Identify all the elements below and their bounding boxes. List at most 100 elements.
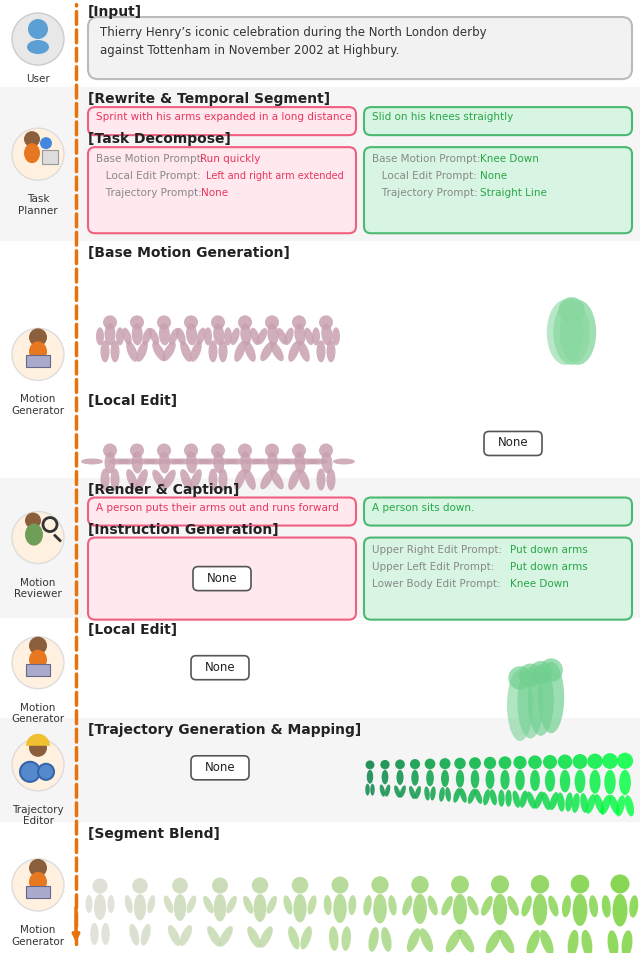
Ellipse shape — [101, 923, 110, 945]
Circle shape — [425, 759, 435, 769]
Ellipse shape — [230, 329, 240, 346]
FancyBboxPatch shape — [191, 756, 249, 780]
Ellipse shape — [541, 792, 550, 810]
FancyBboxPatch shape — [364, 148, 632, 234]
Circle shape — [499, 757, 511, 769]
Wedge shape — [26, 734, 50, 746]
FancyBboxPatch shape — [193, 567, 251, 591]
Ellipse shape — [294, 452, 305, 474]
Circle shape — [184, 316, 198, 330]
Text: Trajectory Prompt:: Trajectory Prompt: — [372, 188, 481, 198]
Ellipse shape — [268, 452, 278, 474]
Ellipse shape — [288, 341, 300, 362]
Ellipse shape — [147, 895, 155, 913]
Ellipse shape — [595, 794, 604, 814]
Ellipse shape — [513, 791, 520, 808]
Ellipse shape — [288, 926, 300, 949]
Circle shape — [211, 444, 225, 458]
Ellipse shape — [111, 341, 120, 363]
Ellipse shape — [108, 895, 115, 913]
Ellipse shape — [227, 896, 237, 913]
Ellipse shape — [321, 324, 332, 346]
FancyBboxPatch shape — [88, 18, 632, 80]
FancyBboxPatch shape — [88, 498, 356, 526]
Ellipse shape — [625, 796, 634, 817]
Ellipse shape — [186, 324, 197, 346]
Ellipse shape — [321, 452, 332, 474]
Ellipse shape — [415, 786, 421, 800]
Text: [Rewrite & Temporal Segment]: [Rewrite & Temporal Segment] — [88, 92, 330, 106]
Circle shape — [172, 878, 188, 894]
Ellipse shape — [104, 324, 115, 346]
Ellipse shape — [470, 770, 479, 788]
Ellipse shape — [203, 896, 214, 913]
Circle shape — [573, 754, 588, 769]
Circle shape — [571, 875, 589, 894]
Bar — [26, 356, 50, 368]
Ellipse shape — [481, 896, 493, 916]
Ellipse shape — [413, 894, 427, 924]
Text: None: None — [498, 436, 528, 449]
Ellipse shape — [365, 784, 370, 796]
Ellipse shape — [534, 792, 543, 809]
Text: [Local Edit]: [Local Edit] — [88, 394, 177, 408]
Ellipse shape — [486, 930, 501, 953]
Bar — [26, 886, 50, 898]
Ellipse shape — [500, 770, 509, 790]
Ellipse shape — [180, 470, 192, 491]
Ellipse shape — [257, 329, 268, 345]
Ellipse shape — [268, 324, 278, 346]
Circle shape — [451, 876, 469, 894]
Ellipse shape — [554, 300, 589, 366]
Circle shape — [28, 20, 48, 40]
Circle shape — [157, 316, 171, 330]
Ellipse shape — [332, 328, 340, 346]
Ellipse shape — [538, 662, 564, 734]
Text: None: None — [205, 660, 236, 673]
Ellipse shape — [367, 770, 373, 784]
Ellipse shape — [29, 650, 47, 670]
Ellipse shape — [568, 930, 579, 953]
Ellipse shape — [171, 459, 193, 465]
Ellipse shape — [159, 324, 170, 346]
Ellipse shape — [453, 894, 467, 924]
Circle shape — [611, 875, 630, 894]
Ellipse shape — [474, 789, 482, 804]
Ellipse shape — [426, 770, 434, 786]
Text: Motion
Generator: Motion Generator — [12, 924, 65, 945]
FancyBboxPatch shape — [364, 498, 632, 526]
Ellipse shape — [122, 329, 132, 346]
Ellipse shape — [388, 895, 397, 916]
Ellipse shape — [586, 794, 596, 814]
Text: Motion
Generator: Motion Generator — [12, 702, 65, 723]
Ellipse shape — [234, 470, 246, 491]
Circle shape — [212, 878, 228, 894]
Ellipse shape — [407, 928, 420, 952]
Circle shape — [469, 758, 481, 769]
Ellipse shape — [159, 452, 170, 474]
Text: Thierry Henry’s iconic celebration during the North London derby: Thierry Henry’s iconic celebration durin… — [100, 26, 486, 39]
Ellipse shape — [629, 895, 638, 918]
Text: Base Motion Prompt:: Base Motion Prompt: — [96, 154, 207, 164]
Ellipse shape — [279, 459, 301, 465]
Text: [Trajectory Generation & Mapping]: [Trajectory Generation & Mapping] — [88, 722, 361, 736]
Ellipse shape — [213, 452, 224, 474]
Ellipse shape — [24, 144, 40, 164]
Circle shape — [602, 754, 618, 769]
Circle shape — [319, 444, 333, 458]
Ellipse shape — [207, 926, 221, 946]
Ellipse shape — [259, 926, 273, 948]
Ellipse shape — [298, 341, 310, 362]
Circle shape — [265, 316, 279, 330]
Ellipse shape — [460, 788, 467, 802]
Ellipse shape — [244, 341, 256, 362]
Circle shape — [412, 876, 429, 894]
Text: Base Motion Prompt:: Base Motion Prompt: — [372, 154, 484, 164]
Ellipse shape — [176, 329, 186, 346]
Text: User: User — [26, 74, 50, 84]
Ellipse shape — [326, 341, 335, 363]
Ellipse shape — [94, 894, 106, 920]
Ellipse shape — [609, 795, 620, 815]
Ellipse shape — [412, 770, 419, 786]
Circle shape — [265, 444, 279, 458]
